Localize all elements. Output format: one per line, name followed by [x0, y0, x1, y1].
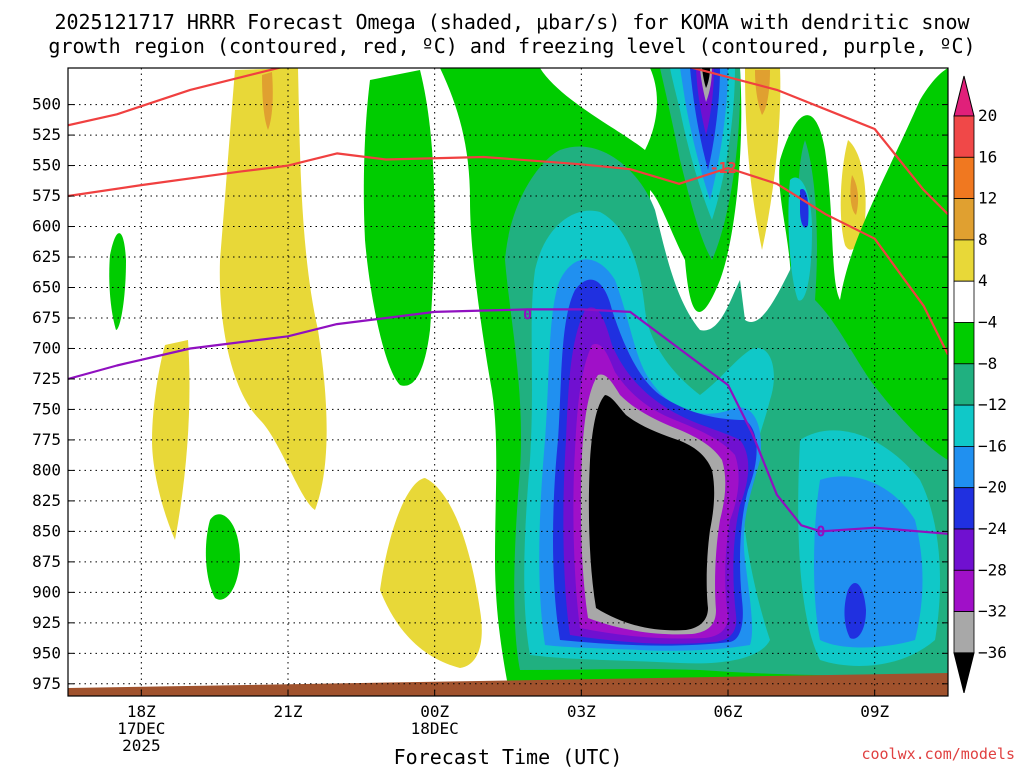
plot-frame — [67, 67, 949, 697]
colorbar-label: 16 — [978, 147, 997, 166]
x-tick-date: 18DEC — [411, 719, 459, 738]
y-tick-label: 925 — [32, 613, 61, 632]
colorbar-label: −32 — [978, 602, 1007, 621]
x-tick-label: 09Z — [860, 702, 889, 721]
x-tick-label: 21Z — [274, 702, 303, 721]
y-tick-label: 750 — [32, 399, 61, 418]
y-tick-label: 675 — [32, 308, 61, 327]
y-tick-label: 600 — [32, 217, 61, 236]
contour-labels: 0 0 -12 — [523, 159, 825, 540]
colorbar: 20 16 12 8 4 −4 −8 −12 −16 −20 −24 −28 −32 −36 — [953, 75, 1007, 694]
y-tick-label: 975 — [32, 674, 61, 693]
colorbar-bin — [953, 445, 975, 489]
colorbar-bin — [953, 487, 975, 530]
colorbar-label: −36 — [978, 643, 1007, 662]
x-tick-label: 00Z — [420, 702, 449, 721]
colorbar-bin — [953, 322, 975, 365]
y-tick-label: 875 — [32, 552, 61, 571]
credit-link[interactable]: coolwx.com/models — [861, 745, 1015, 763]
omega-positive-region — [262, 72, 273, 130]
x-tick-year: 2025 — [122, 736, 161, 755]
colorbar-bottom-arrow — [953, 652, 975, 694]
colorbar-bin — [953, 611, 975, 654]
colorbar-bin — [953, 115, 975, 158]
colorbar-bin — [953, 528, 975, 571]
x-tick-label: 06Z — [714, 702, 743, 721]
contour-line — [68, 308, 948, 535]
chart-title-line2: growth region (contoured, red, ºC) and f… — [48, 34, 975, 58]
y-tick-label: 725 — [32, 369, 61, 388]
colorbar-label: −16 — [978, 436, 1007, 455]
y-tick-label: 825 — [32, 491, 61, 510]
y-tick-label: 950 — [32, 643, 61, 662]
omega-negative-region — [205, 514, 240, 600]
colorbar-label: −8 — [978, 354, 997, 373]
colorbar-label: −4 — [978, 313, 997, 332]
colorbar-bin — [953, 280, 975, 323]
colorbar-bin — [953, 569, 975, 612]
gridlines — [68, 68, 948, 696]
colorbar-label: 20 — [978, 106, 997, 125]
omega-positive-region — [850, 175, 859, 215]
y-tick-label: 625 — [32, 247, 61, 266]
contour-line — [68, 68, 948, 216]
y-tick-label: 500 — [32, 95, 61, 114]
colorbar-label: −12 — [978, 395, 1007, 414]
colorbar-bin — [953, 404, 975, 447]
omega-positive-region — [745, 68, 781, 250]
omega-negative-region — [814, 476, 923, 648]
omega-positive-region — [152, 340, 190, 540]
y-axis: 500 525 550 575 600 625 650 675 700 725 750 775 800 8… — [32, 95, 948, 693]
y-tick-label: 850 — [32, 521, 61, 540]
omega-positive-region — [380, 478, 482, 668]
x-tick-label: 03Z — [567, 702, 596, 721]
contour-lines — [68, 68, 948, 535]
colorbar-label: −28 — [978, 560, 1007, 579]
colorbar-top-arrow — [953, 75, 975, 117]
omega-shading — [109, 68, 948, 696]
x-tick-label: 18Z — [127, 702, 156, 721]
y-tick-label: 525 — [32, 125, 61, 144]
y-tick-label: 550 — [32, 156, 61, 175]
colorbar-label: 4 — [978, 271, 988, 290]
contour-label: 0 — [523, 305, 532, 323]
x-axis-title: Forecast Time (UTC) — [394, 745, 623, 768]
contour-label: -12 — [710, 159, 737, 177]
colorbar-bin — [953, 363, 975, 406]
y-tick-label: 700 — [32, 338, 61, 357]
colorbar-label: 8 — [978, 230, 988, 249]
chart-title-line1: 2025121717 HRRR Forecast Omega (shaded, … — [54, 10, 970, 34]
colorbar-label: −24 — [978, 519, 1007, 538]
colorbar-label: 12 — [978, 189, 997, 208]
colorbar-bin — [953, 239, 975, 282]
colorbar-label: −20 — [978, 478, 1007, 497]
y-tick-label: 650 — [32, 277, 61, 296]
omega-positive-region — [755, 70, 770, 115]
x-tick-date: 17DEC — [117, 719, 165, 738]
colorbar-bin — [953, 198, 975, 241]
omega-strongest-core — [588, 395, 715, 631]
y-tick-label: 775 — [32, 430, 61, 449]
colorbar-bin — [953, 156, 975, 200]
y-tick-label: 575 — [32, 186, 61, 205]
y-tick-label: 900 — [32, 582, 61, 601]
omega-positive-region — [219, 68, 327, 510]
y-tick-label: 800 — [32, 460, 61, 479]
omega-negative-region — [844, 582, 866, 639]
contour-line — [68, 152, 948, 356]
contour-label: 0 — [816, 522, 825, 540]
omega-negative-region — [363, 70, 435, 386]
